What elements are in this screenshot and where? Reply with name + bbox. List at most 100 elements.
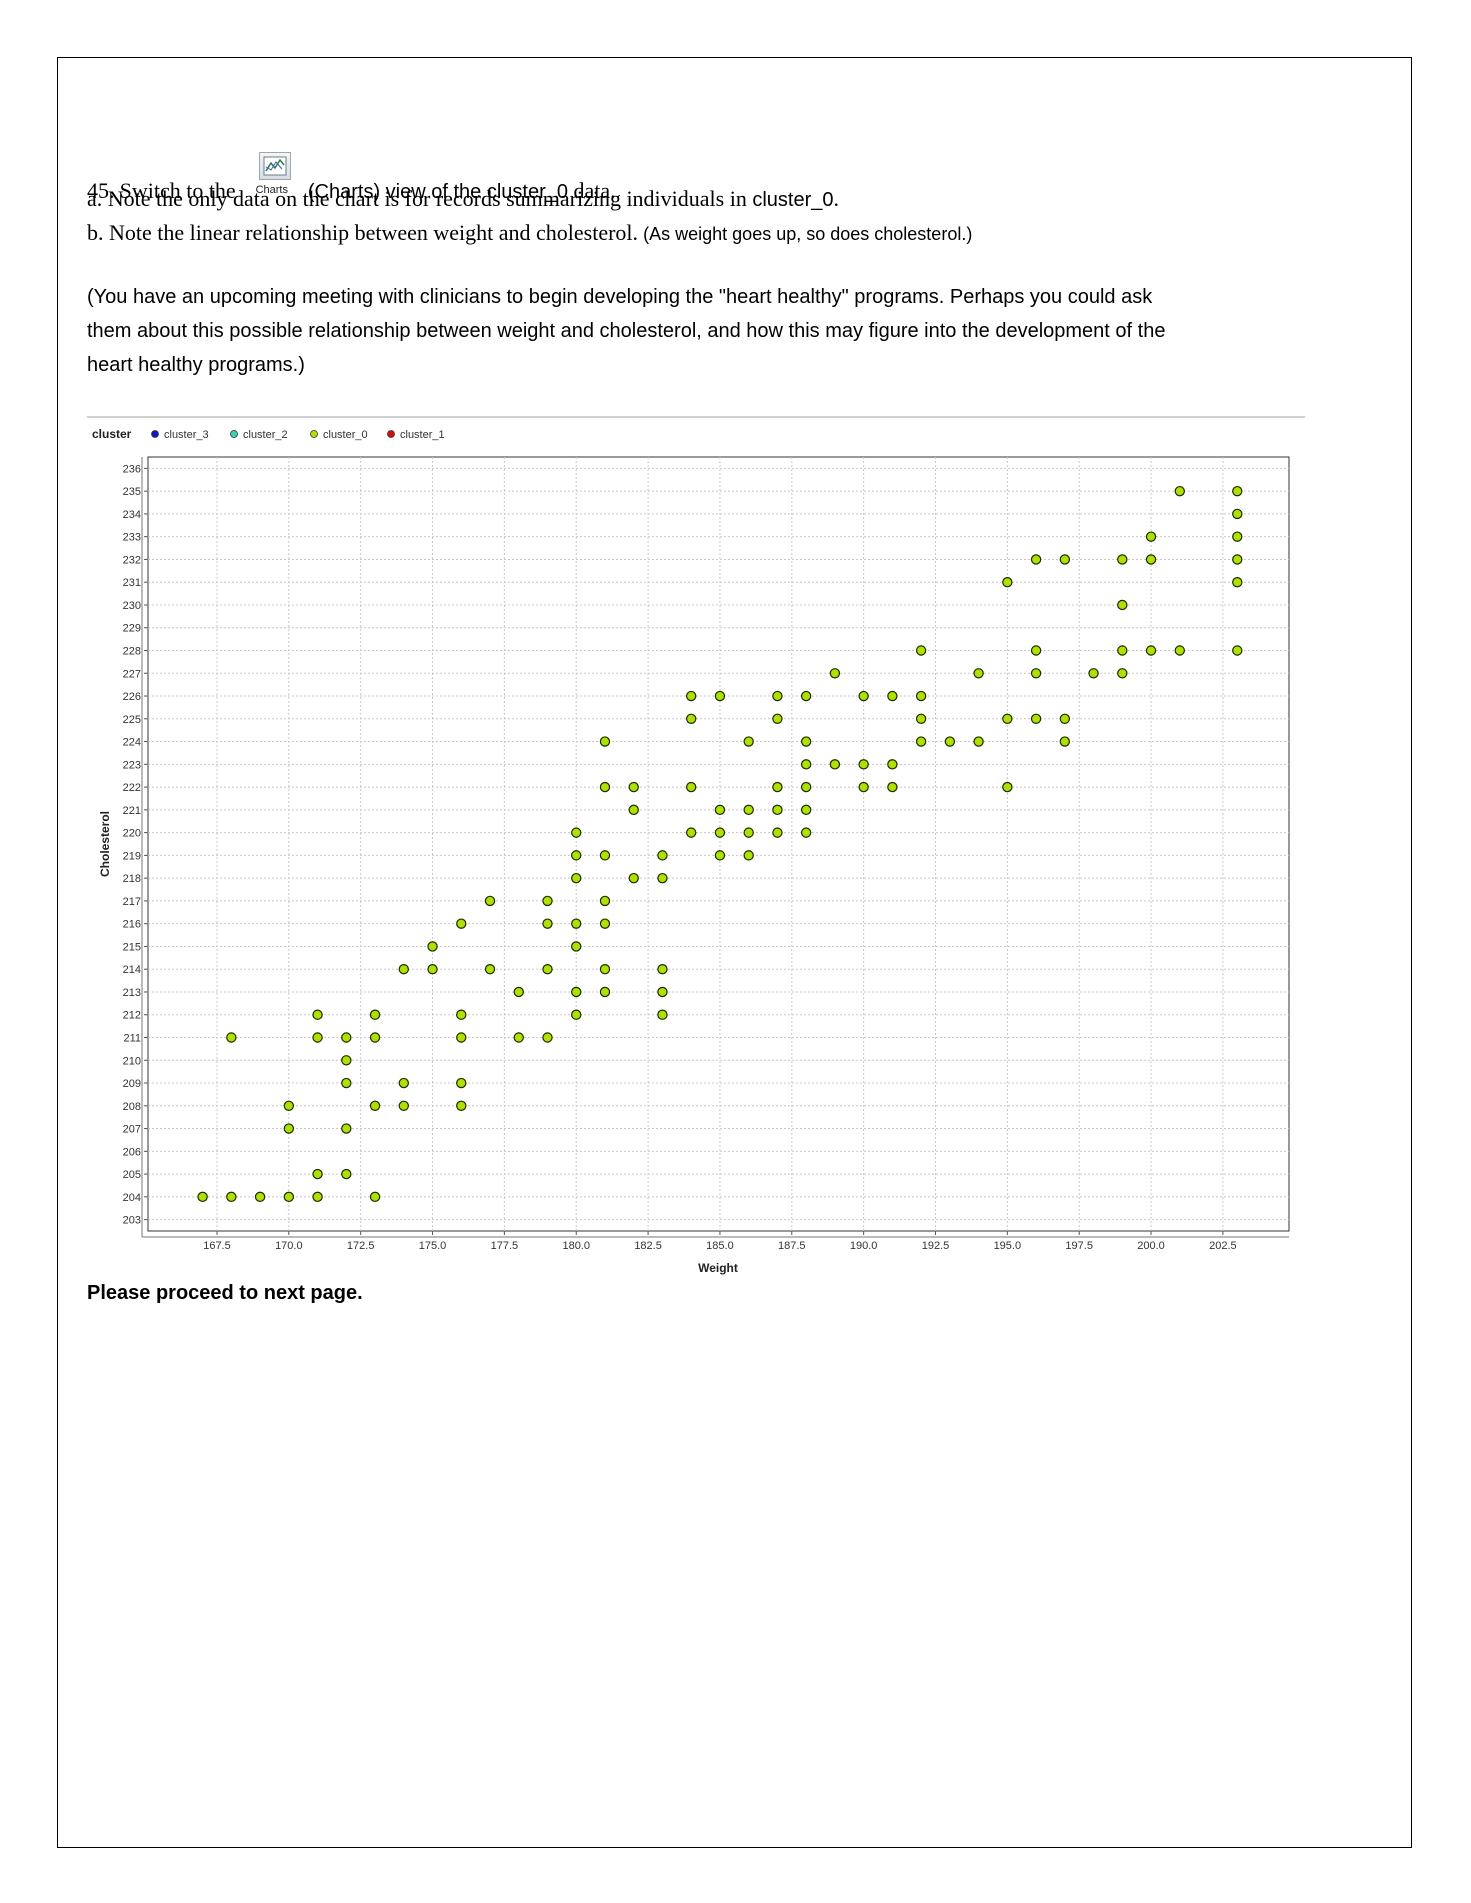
data-point <box>599 850 611 861</box>
data-point <box>369 1009 381 1020</box>
note-b-aside: (As weight goes up, so does cholesterol.… <box>643 224 973 244</box>
data-point <box>312 1191 323 1203</box>
data-point <box>685 781 697 793</box>
data-point <box>599 781 611 793</box>
data-point <box>542 895 553 907</box>
data-point <box>800 736 812 747</box>
data-point <box>571 827 582 838</box>
data-point <box>398 1077 409 1089</box>
data-point <box>571 986 582 998</box>
data-point <box>369 1032 381 1043</box>
data-point <box>599 736 611 747</box>
data-point <box>599 895 611 907</box>
step-45-line: 45. Switch to the Charts (Charts) view o… <box>87 152 616 208</box>
x-tick-label: 172.5 <box>347 1240 375 1252</box>
x-tick-label: 182.5 <box>634 1240 662 1252</box>
scatter-chart: cluster cluster_3 cluster_2 cluster_0 cluste… <box>87 415 1305 1287</box>
y-tick-label: 210 <box>123 1055 141 1067</box>
note-a-cluster: cluster_0 <box>752 189 834 211</box>
data-point <box>858 781 869 793</box>
data-point <box>427 941 438 952</box>
y-tick-label: 232 <box>123 554 141 566</box>
x-tick-label: 197.5 <box>1065 1240 1093 1252</box>
data-point <box>456 1077 467 1089</box>
plot-area <box>147 456 1290 1232</box>
data-point <box>685 827 697 838</box>
data-point <box>513 986 524 998</box>
data-point <box>283 1123 295 1134</box>
charts-view-button[interactable]: Charts <box>243 152 301 208</box>
data-point <box>312 1032 323 1043</box>
data-point <box>685 713 697 724</box>
x-tick-label: 170.0 <box>275 1240 303 1252</box>
data-point <box>1059 554 1071 565</box>
y-tick-label: 209 <box>123 1078 141 1090</box>
data-point <box>714 827 726 838</box>
y-tick-label: 211 <box>123 1033 141 1045</box>
data-point <box>944 736 956 747</box>
data-point <box>1030 645 1042 656</box>
data-point <box>1117 668 1128 679</box>
y-tick-label: 206 <box>123 1146 141 1158</box>
x-axis: 167.5 170.0 172.5 175.0 177.5 180.0 182.5 185.0… <box>142 1231 1289 1252</box>
data-point <box>398 964 409 975</box>
legend-label-cluster_1: cluster_1 <box>400 429 445 441</box>
data-point <box>714 850 726 861</box>
data-point <box>341 1168 352 1180</box>
x-tick-label: 187.5 <box>778 1240 806 1252</box>
data-point <box>341 1055 352 1066</box>
legend: cluster cluster_3 cluster_2 cluster_0 cluste… <box>92 427 445 441</box>
y-tick-label: 234 <box>123 509 141 521</box>
data-point <box>1117 599 1128 611</box>
data-point <box>772 713 783 724</box>
data-points <box>197 485 1243 1203</box>
data-point <box>513 1032 524 1043</box>
data-point <box>456 1009 467 1020</box>
data-point <box>599 964 611 975</box>
data-point <box>628 781 639 793</box>
data-point <box>1174 485 1185 497</box>
data-point <box>427 964 438 975</box>
legend-marker-cluster_3 <box>151 430 159 438</box>
note-a-text: a. Note the only data on the chart is fo… <box>87 186 753 211</box>
x-tick-label: 200.0 <box>1137 1240 1165 1252</box>
legend-label-cluster_2: cluster_2 <box>243 429 288 441</box>
y-tick-label: 214 <box>123 964 141 976</box>
y-tick-label: 221 <box>123 805 141 817</box>
y-tick-label: 205 <box>123 1169 141 1181</box>
data-point <box>1232 554 1243 565</box>
data-point <box>887 690 898 702</box>
x-tick-label: 195.0 <box>994 1240 1022 1252</box>
y-tick-label: 217 <box>123 896 141 908</box>
x-tick-label: 167.5 <box>203 1240 231 1252</box>
data-point <box>714 690 726 702</box>
y-tick-label: 203 <box>123 1215 141 1227</box>
y-tick-label: 212 <box>123 1010 141 1022</box>
page-border <box>57 57 1412 1848</box>
data-point <box>1174 645 1185 656</box>
data-point <box>341 1032 352 1043</box>
data-point <box>800 759 812 770</box>
data-point <box>1145 645 1157 656</box>
step-text-end: data. <box>568 178 616 203</box>
y-tick-label: 207 <box>123 1124 141 1136</box>
x-axis-label: Weight <box>698 1261 738 1275</box>
data-point <box>1232 577 1243 588</box>
step-cluster-name: cluster_0 <box>486 181 568 203</box>
data-point <box>858 690 869 702</box>
data-point <box>887 759 898 770</box>
data-point <box>1030 668 1042 679</box>
data-point <box>1232 531 1243 542</box>
y-tick-label: 231 <box>123 577 141 589</box>
data-point <box>1030 713 1042 724</box>
paragraph-line-3: heart healthy programs.) <box>87 354 305 376</box>
y-tick-label: 233 <box>123 532 141 544</box>
legend-marker-cluster_1 <box>387 430 395 438</box>
data-point <box>772 690 783 702</box>
note-b-text: b. Note the linear relationship between … <box>87 220 639 245</box>
data-point <box>571 918 582 929</box>
data-point <box>1117 645 1128 656</box>
data-point <box>800 827 812 838</box>
y-axis-label: Cholesterol <box>98 811 112 877</box>
data-point <box>772 827 783 838</box>
